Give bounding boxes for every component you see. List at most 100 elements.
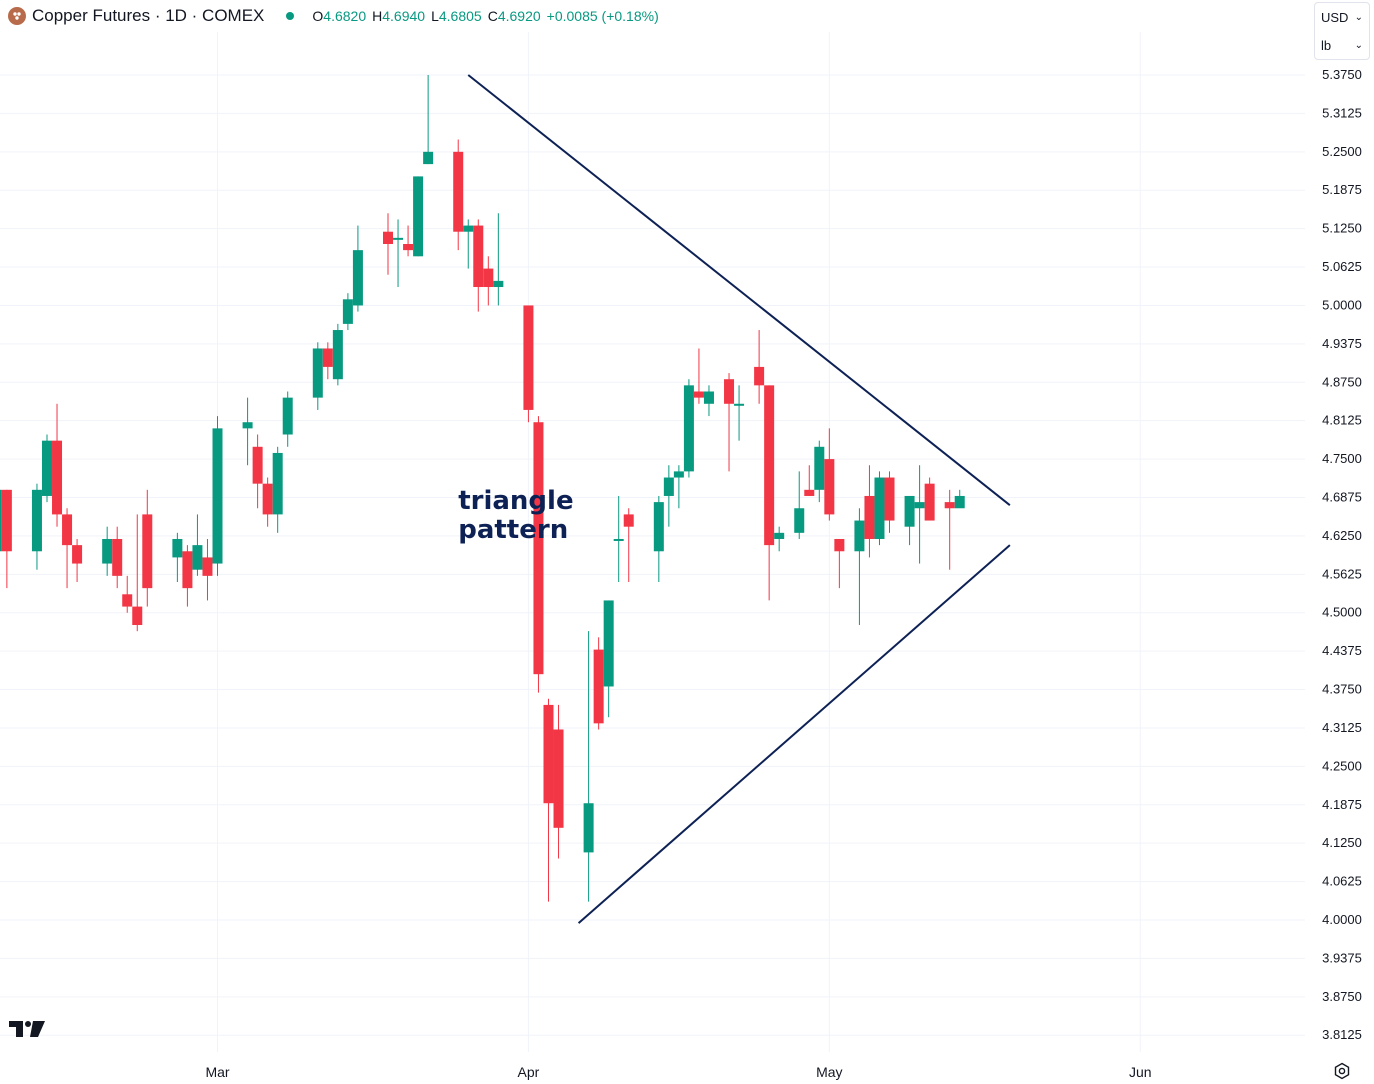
candle[interactable] [944,489,955,570]
candle[interactable] [864,465,875,558]
candle[interactable] [764,385,775,601]
candle[interactable] [483,256,494,306]
candle[interactable] [754,330,765,404]
candle[interactable] [332,323,343,386]
candle[interactable] [914,465,925,564]
candle[interactable] [734,385,745,441]
candle[interactable] [342,293,353,331]
candle[interactable] [102,526,113,576]
trendline-upper[interactable] [467,74,1011,506]
candle[interactable] [182,545,193,607]
candle[interactable] [192,514,203,576]
candle[interactable] [623,508,634,582]
candle[interactable] [403,225,414,257]
candle[interactable] [1,489,12,589]
candle[interactable] [774,526,785,552]
candle[interactable] [262,477,273,527]
candle[interactable] [383,213,394,275]
candle[interactable] [583,631,594,902]
candle[interactable] [954,489,965,509]
candle[interactable] [132,514,143,632]
trendlines[interactable] [467,74,1011,924]
candle-body [1,489,12,552]
candle[interactable] [41,434,52,503]
candle[interactable] [593,637,604,730]
candle[interactable] [413,176,424,257]
copper-symbol-icon[interactable] [8,7,26,25]
candle[interactable] [794,471,805,539]
y-tick-label: 4.3125 [1322,720,1362,735]
candle-body [764,385,775,546]
candle[interactable] [62,508,73,589]
candle[interactable] [523,305,534,423]
candle[interactable] [312,342,323,410]
candle[interactable] [533,416,544,693]
candle[interactable] [282,391,293,447]
candle[interactable] [824,428,835,521]
open-value: 4.6820 [323,8,367,24]
candle[interactable] [703,385,714,417]
candle[interactable] [874,471,885,546]
y-tick-label: 4.4375 [1322,643,1362,658]
candle[interactable] [322,342,333,380]
candle[interactable] [453,139,464,251]
tradingview-logo-icon[interactable] [9,1019,47,1039]
candle[interactable] [603,600,614,718]
candle[interactable] [663,465,674,527]
copper-logo-shape [15,16,19,20]
y-tick-label: 4.1250 [1322,835,1362,850]
candle[interactable] [142,489,153,607]
candle-body [352,250,363,306]
candle[interactable] [653,495,664,582]
candle[interactable] [31,483,42,570]
candle[interactable] [202,538,213,601]
candle[interactable] [352,225,363,312]
y-tick-label: 5.0000 [1322,297,1362,312]
unit-select[interactable]: lb ⌄ [1315,31,1369,59]
high-label: H [372,8,383,24]
candle[interactable] [814,440,825,503]
candle[interactable] [673,465,684,509]
settings-icon[interactable] [1333,1062,1351,1080]
candle[interactable] [423,75,434,165]
candle[interactable] [804,465,815,496]
candle-body [834,538,845,552]
candle[interactable] [834,538,845,589]
candle[interactable] [122,575,133,613]
candle[interactable] [904,495,915,546]
candle[interactable] [884,471,895,533]
candle-body [122,594,133,607]
candle-body [884,477,895,521]
candle[interactable] [0,484,2,570]
candle[interactable] [52,403,63,527]
candle[interactable] [724,373,735,472]
candle[interactable] [212,416,223,576]
symbol-title[interactable]: Copper Futures · 1D · COMEX [32,6,265,25]
candle[interactable] [493,213,504,306]
candle[interactable] [112,526,123,589]
candle[interactable] [854,508,865,626]
candle-body [663,477,674,496]
candle[interactable] [463,219,474,269]
candle[interactable] [252,434,263,509]
candle[interactable] [693,348,704,404]
candle[interactable] [683,379,694,478]
trendline-lower[interactable] [577,544,1011,924]
candle[interactable] [553,704,564,859]
candle[interactable] [172,532,183,582]
candle[interactable] [393,219,404,288]
candle[interactable] [272,446,283,533]
candle[interactable] [473,219,484,312]
candle[interactable] [613,495,624,582]
candle-body [192,545,203,570]
candle-body [483,268,494,288]
currency-select[interactable]: USD ⌄ [1315,3,1369,31]
low-value: 4.6805 [438,8,482,24]
y-tick-label: 4.3750 [1322,682,1362,697]
candle[interactable] [72,538,83,582]
y-tick-label: 4.5625 [1322,566,1362,581]
candle[interactable] [924,477,935,521]
candle[interactable] [543,698,554,902]
candle[interactable] [242,397,253,466]
